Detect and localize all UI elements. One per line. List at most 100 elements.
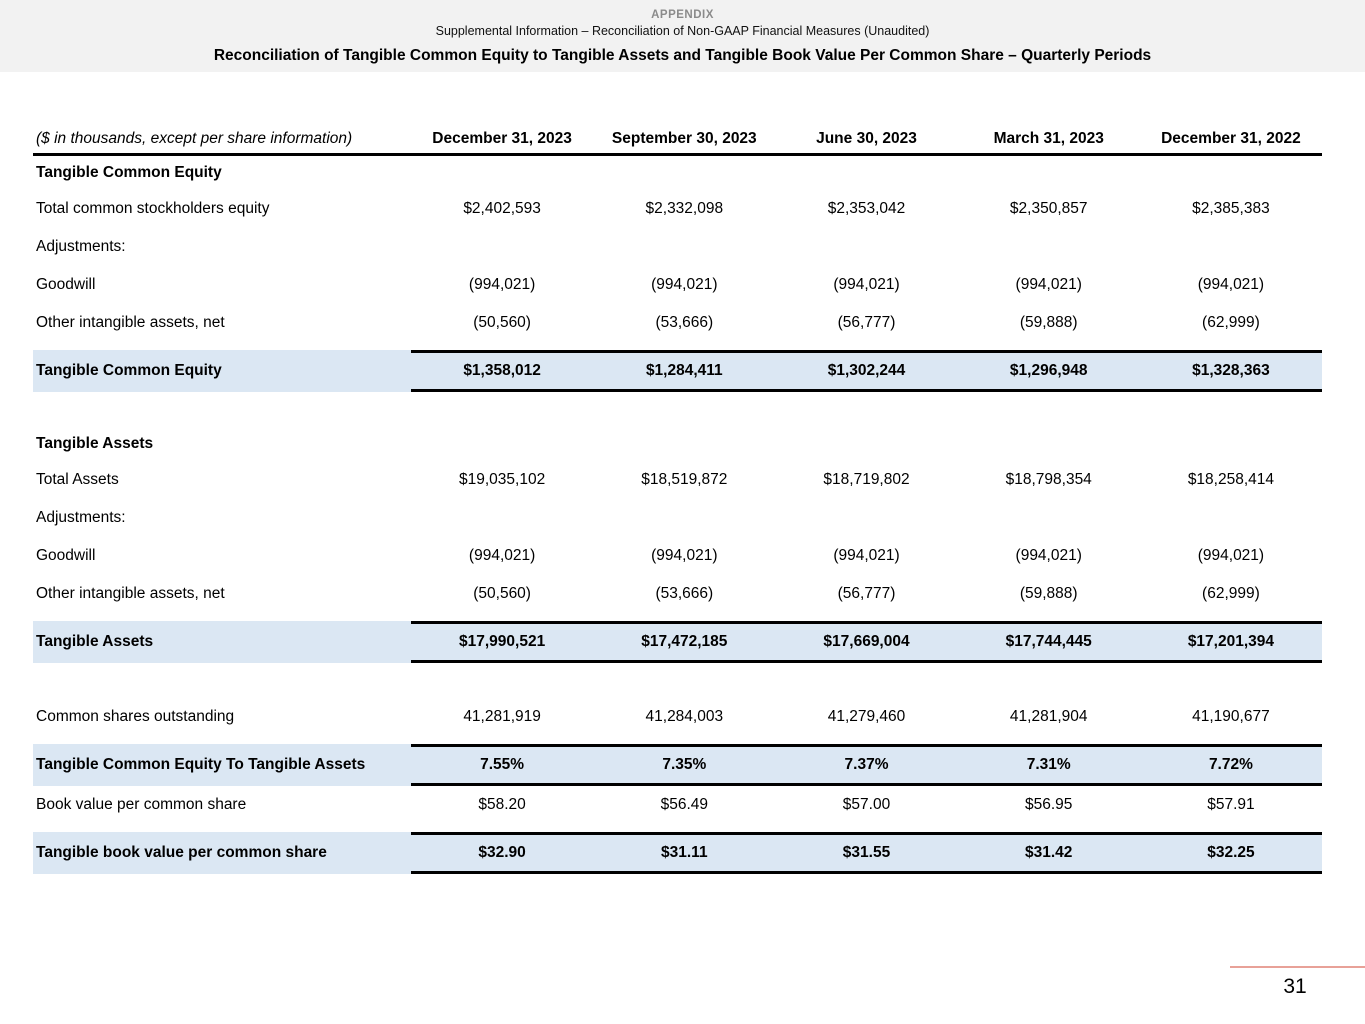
cell-value: $1,296,948	[1009, 362, 1088, 379]
cell-value: $18,258,414	[1187, 471, 1275, 488]
row-values: $2,402,593 $2,332,098 $2,353,042 $2,350,857…	[411, 190, 1322, 228]
cell-value: (994,021)	[468, 276, 536, 293]
column-header: March 31, 2023	[993, 130, 1104, 147]
row-label: Total Assets	[36, 471, 119, 488]
table-row: Total common stockholders equity $2,402,5…	[33, 190, 1322, 228]
row-label: Adjustments:	[36, 509, 126, 526]
table-row: Adjustments:	[33, 228, 1322, 266]
cell-value: (56,777)	[837, 585, 896, 602]
row-label: Goodwill	[36, 547, 96, 564]
cell-value: (994,021)	[1197, 547, 1265, 564]
row-values	[411, 228, 1322, 266]
table-row: Other intangible assets, net (50,560) (53,…	[33, 575, 1322, 613]
cell-value: (994,021)	[833, 276, 900, 293]
page-number: 31	[1283, 975, 1307, 998]
cell-value: $1,284,411	[645, 362, 723, 379]
cell-value: (994,021)	[1015, 547, 1082, 564]
cell-value: (62,999)	[1202, 314, 1260, 331]
cell-value: $18,719,802	[823, 471, 910, 488]
cell-value: 7.55%	[480, 756, 525, 773]
cell-value: $56.95	[1025, 796, 1073, 813]
row-label: Tangible Assets	[36, 435, 154, 452]
cell-value: $2,402,593	[463, 200, 541, 217]
unit-note: ($ in thousands, except per share inform…	[36, 130, 353, 147]
cell-value: $31.55	[842, 844, 891, 861]
row-values: $17,990,521 $17,472,185 $17,669,004 $17,744…	[411, 621, 1322, 663]
cell-value: $1,328,363	[1192, 362, 1270, 379]
row-values: (994,021) (994,021) (994,021) (994,021) (994…	[411, 537, 1322, 575]
cell-value: 7.37%	[844, 756, 889, 773]
cell-value: (994,021)	[833, 547, 900, 564]
cell-value: $2,332,098	[645, 200, 724, 217]
total-row: Tangible Common Equity To Tangible Asset…	[33, 744, 1322, 786]
cell-value: 41,190,677	[1192, 708, 1270, 725]
appendix-label: APPENDIX	[651, 9, 714, 21]
cell-value: $2,385,383	[1192, 200, 1270, 217]
footer-accent-line	[1230, 966, 1365, 968]
table-row: Total Assets $19,035,102 $18,519,872 $18,71…	[33, 461, 1322, 499]
cell-value: $58.20	[478, 796, 526, 813]
row-label: Common shares outstanding	[36, 708, 235, 725]
cell-value: (53,666)	[655, 314, 714, 331]
column-headers: December 31, 2023 September 30, 2023 June …	[411, 130, 1322, 148]
page-title: Reconciliation of Tangible Common Equity…	[213, 47, 1152, 64]
cell-value: 41,281,919	[463, 708, 541, 725]
cell-value: 41,284,003	[645, 708, 724, 725]
table-header-row: ($ in thousands, except per share inform…	[33, 126, 1322, 156]
cell-value: 41,279,460	[827, 708, 906, 725]
row-label: Goodwill	[36, 276, 96, 293]
row-values: $1,358,012 $1,284,411 $1,302,244 $1,296,948…	[411, 350, 1322, 392]
cell-value: $1,358,012	[463, 362, 541, 379]
total-row: Tangible book value per common share $32.…	[33, 832, 1322, 874]
cell-value: $18,519,872	[641, 471, 728, 488]
row-label: Tangible Assets	[36, 633, 154, 650]
row-values: (994,021) (994,021) (994,021) (994,021) (994…	[411, 266, 1322, 304]
row-values: 7.55% 7.35% 7.37% 7.31% 7.72%	[411, 744, 1322, 786]
table-row: Goodwill (994,021) (994,021) (994,021) (994,…	[33, 266, 1322, 304]
table-row: Adjustments:	[33, 499, 1322, 537]
row-values: 41,281,919 41,284,003 41,279,460 41,281,904…	[411, 698, 1322, 736]
row-label: Tangible book value per common share	[36, 844, 327, 861]
row-values	[411, 499, 1322, 537]
row-label: Other intangible assets, net	[36, 314, 225, 331]
row-values: (50,560) (53,666) (56,777) (59,888) (62,999)	[411, 575, 1322, 613]
row-values: $58.20 $56.49 $57.00 $56.95 $57.91	[411, 786, 1322, 824]
cell-value: 7.31%	[1026, 756, 1071, 773]
table-body: Tangible Common Equity Total common stock…	[33, 156, 1322, 874]
table-row: Common shares outstanding 41,281,919 41,28…	[33, 698, 1322, 736]
cell-value: $2,353,042	[827, 200, 906, 217]
cell-value: 7.35%	[662, 756, 707, 773]
cell-value: (50,560)	[473, 585, 531, 602]
cell-value: (994,021)	[468, 547, 536, 564]
total-row: Tangible Assets $17,990,521 $17,472,185 $17…	[33, 621, 1322, 663]
section-heading-row: Tangible Assets	[33, 427, 1322, 461]
row-label: Total common stockholders equity	[36, 200, 270, 217]
column-header: June 30, 2023	[816, 130, 917, 147]
column-header: December 31, 2022	[1161, 130, 1301, 147]
cell-value: $32.25	[1207, 844, 1255, 861]
cell-value: (994,021)	[1015, 276, 1082, 293]
cell-value: $56.49	[660, 796, 709, 813]
row-label: Tangible Common Equity	[36, 362, 222, 379]
table-row: Other intangible assets, net (50,560) (53,…	[33, 304, 1322, 342]
row-label: Adjustments:	[36, 238, 126, 255]
cell-value: (56,777)	[837, 314, 896, 331]
cell-value: $17,744,445	[1005, 633, 1092, 650]
reconciliation-table: ($ in thousands, except per share inform…	[33, 126, 1322, 874]
cell-value: $18,798,354	[1005, 471, 1092, 488]
cell-value: 7.72%	[1208, 756, 1253, 773]
row-label: Other intangible assets, net	[36, 585, 225, 602]
row-spacer	[33, 663, 1322, 698]
cell-value: $19,035,102	[459, 471, 546, 488]
row-values: $19,035,102 $18,519,872 $18,719,802 $18,798…	[411, 461, 1322, 499]
cell-value: (994,021)	[651, 547, 718, 564]
section-heading-row: Tangible Common Equity	[33, 156, 1322, 190]
table-row: Goodwill (994,021) (994,021) (994,021) (994,…	[33, 537, 1322, 575]
row-label: Book value per common share	[36, 796, 247, 813]
cell-value: (59,888)	[1019, 585, 1078, 602]
cell-value: $17,472,185	[641, 633, 728, 650]
cell-value: (994,021)	[1197, 276, 1265, 293]
row-label: Tangible Common Equity To Tangible Asset…	[36, 756, 366, 773]
cell-value: $57.00	[842, 796, 891, 813]
cell-value: $1,302,244	[827, 362, 906, 379]
